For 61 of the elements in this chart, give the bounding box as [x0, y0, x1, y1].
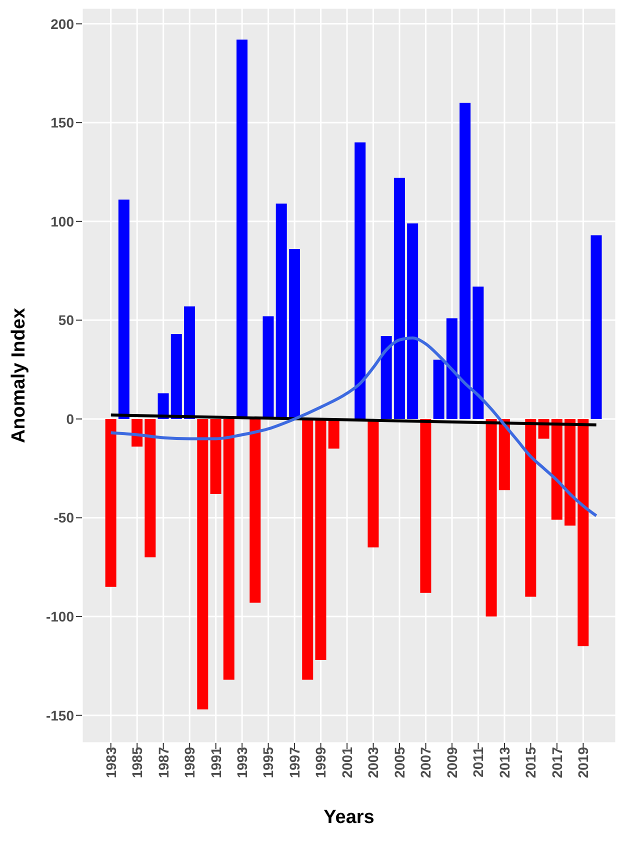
x-tick-label: 2019 [575, 746, 592, 778]
y-tick-label: 0 [66, 410, 74, 427]
bar [118, 200, 130, 419]
x-tick-label: 1995 [260, 746, 276, 778]
bar [354, 142, 366, 419]
bar [551, 418, 562, 520]
y-axis-title: Anomaly Index [8, 308, 30, 444]
bar [276, 204, 287, 419]
x-tick-label: 1999 [312, 746, 329, 778]
bar [328, 418, 340, 449]
x-tick-label: 1989 [182, 746, 198, 778]
x-tick-label: 2017 [548, 746, 565, 778]
bar [460, 102, 471, 419]
bar [210, 418, 222, 494]
y-tick-label: 150 [50, 114, 74, 131]
bar [288, 249, 300, 419]
x-tick-label: 2003 [365, 746, 382, 778]
y-tick-label: 200 [50, 16, 74, 32]
bar [223, 418, 234, 680]
x-tick-label: 2015 [522, 746, 539, 778]
bar [564, 418, 576, 526]
x-tick-label: 2007 [418, 746, 434, 778]
bar [302, 418, 314, 680]
x-tick-label: 1997 [286, 746, 302, 778]
bar [420, 418, 432, 593]
bar [472, 286, 484, 419]
bar [250, 418, 261, 603]
bar [144, 418, 156, 558]
bar [578, 418, 589, 646]
y-tick-label: -100 [46, 608, 74, 625]
y-tick-label: -150 [46, 707, 74, 724]
x-tick-label: 1985 [129, 746, 146, 778]
bar [262, 316, 274, 419]
bar [184, 306, 196, 419]
x-tick-label: 2001 [338, 746, 355, 778]
x-tick-label: 1987 [155, 746, 172, 778]
x-tick-label: 2011 [470, 746, 486, 778]
bar [590, 235, 602, 419]
bar [394, 178, 405, 419]
y-tick-label: -50 [54, 510, 74, 526]
bar [380, 336, 392, 419]
y-tick-label: 100 [50, 213, 74, 230]
line-series [109, 336, 598, 518]
bar [498, 418, 510, 490]
bar [105, 418, 116, 587]
x-tick-label: 1993 [234, 746, 250, 778]
x-tick-label: 2013 [496, 746, 512, 778]
bar [525, 418, 536, 597]
bar [486, 418, 497, 617]
bar [433, 360, 444, 419]
bar [170, 334, 182, 419]
bar [197, 418, 208, 710]
x-axis-title: Years [324, 807, 374, 828]
x-tick-label: 1991 [208, 746, 224, 778]
x-tick-label: 2005 [391, 746, 408, 778]
bar [446, 318, 458, 419]
bar [315, 418, 326, 660]
bar [407, 223, 418, 419]
y-tick-label: 50 [58, 312, 74, 328]
x-tick-label: 1983 [102, 746, 119, 778]
x-tick-label: 2009 [444, 746, 460, 778]
